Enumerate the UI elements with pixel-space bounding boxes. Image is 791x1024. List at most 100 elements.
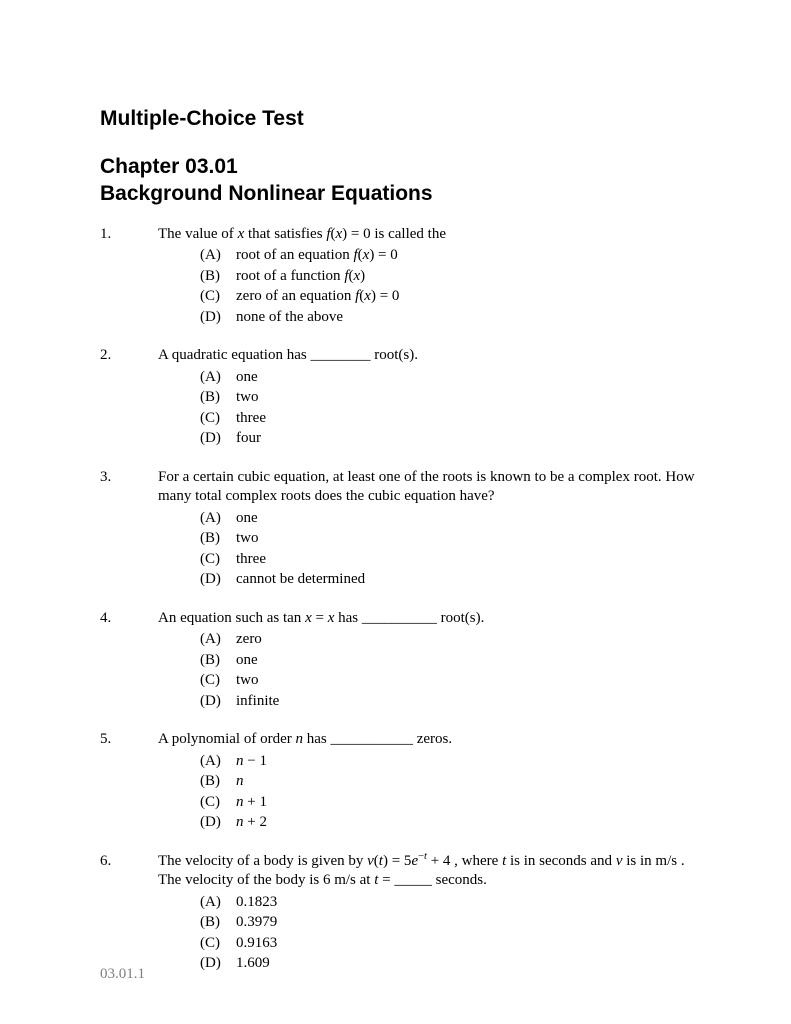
choice-label: (A) xyxy=(200,509,236,529)
choice-label: (D) xyxy=(200,954,236,974)
choice-text: three xyxy=(236,550,696,570)
choice-label: (C) xyxy=(200,793,236,813)
choice-text: one xyxy=(236,509,696,529)
choice-text: root of a function f(x) xyxy=(236,267,696,287)
choice: (D)four xyxy=(200,429,696,449)
question-body: The value of x that satisfies f(x) = 0 i… xyxy=(158,225,696,329)
choice-text: 0.3979 xyxy=(236,913,696,933)
choice: (B)one xyxy=(200,651,696,671)
question-body: A polynomial of order n has ___________ … xyxy=(158,730,696,834)
choice: (A)one xyxy=(200,509,696,529)
choice-label: (A) xyxy=(200,246,236,266)
chapter-title: Background Nonlinear Equations xyxy=(100,182,433,205)
question-text: A quadratic equation has ________ root(s… xyxy=(158,346,696,366)
choice-label: (B) xyxy=(200,772,236,792)
question: 1.The value of x that satisfies f(x) = 0… xyxy=(100,225,696,329)
choice: (A)0.1823 xyxy=(200,893,696,913)
choice-text: two xyxy=(236,671,696,691)
choice: (D)n + 2 xyxy=(200,813,696,833)
choice-text: n xyxy=(236,772,696,792)
choice: (B)0.3979 xyxy=(200,913,696,933)
choice: (B)two xyxy=(200,529,696,549)
choice-label: (D) xyxy=(200,813,236,833)
question-number: 1. xyxy=(100,225,158,329)
choice: (A)root of an equation f(x) = 0 xyxy=(200,246,696,266)
choice: (B)two xyxy=(200,388,696,408)
choice-label: (C) xyxy=(200,671,236,691)
choice-label: (B) xyxy=(200,913,236,933)
choice: (D)none of the above xyxy=(200,308,696,328)
choice: (C)three xyxy=(200,409,696,429)
question-body: The velocity of a body is given by v(t) … xyxy=(158,852,696,975)
choice: (C)three xyxy=(200,550,696,570)
choice-text: cannot be determined xyxy=(236,570,696,590)
question: 3.For a certain cubic equation, at least… xyxy=(100,468,696,591)
question: 5.A polynomial of order n has __________… xyxy=(100,730,696,834)
question: 6.The velocity of a body is given by v(t… xyxy=(100,852,696,975)
choices: (A)n − 1(B)n(C)n + 1(D)n + 2 xyxy=(158,752,696,833)
choice-text: n − 1 xyxy=(236,752,696,772)
question-body: A quadratic equation has ________ root(s… xyxy=(158,346,696,450)
question-number: 2. xyxy=(100,346,158,450)
choice-label: (D) xyxy=(200,429,236,449)
question-number: 6. xyxy=(100,852,158,975)
choice-text: n + 1 xyxy=(236,793,696,813)
choice: (D)cannot be determined xyxy=(200,570,696,590)
question-text: The velocity of a body is given by v(t) … xyxy=(158,852,696,891)
choices: (A)one(B)two(C)three(D)four xyxy=(158,368,696,449)
question-text: The value of x that satisfies f(x) = 0 i… xyxy=(158,225,696,245)
choice-text: zero xyxy=(236,630,696,650)
chapter-number: Chapter 03.01 xyxy=(100,155,238,178)
choice-text: two xyxy=(236,529,696,549)
choice-label: (A) xyxy=(200,893,236,913)
question: 2.A quadratic equation has ________ root… xyxy=(100,346,696,450)
choice: (C)0.9163 xyxy=(200,934,696,954)
choice-text: 1.609 xyxy=(236,954,696,974)
choice-label: (A) xyxy=(200,368,236,388)
question-body: For a certain cubic equation, at least o… xyxy=(158,468,696,591)
choice-text: one xyxy=(236,651,696,671)
question-number: 3. xyxy=(100,468,158,591)
doc-title-1: Multiple-Choice Test xyxy=(100,105,696,132)
choice-label: (C) xyxy=(200,409,236,429)
choice-label: (C) xyxy=(200,934,236,954)
choices: (A)one(B)two(C)three(D)cannot be determi… xyxy=(158,509,696,590)
choice-label: (A) xyxy=(200,752,236,772)
choice-text: infinite xyxy=(236,692,696,712)
choice-label: (B) xyxy=(200,529,236,549)
choice-text: three xyxy=(236,409,696,429)
question: 4.An equation such as tan x = x has ____… xyxy=(100,609,696,713)
choice-text: n + 2 xyxy=(236,813,696,833)
choice: (C)zero of an equation f(x) = 0 xyxy=(200,287,696,307)
question-number: 4. xyxy=(100,609,158,713)
choice-text: 0.9163 xyxy=(236,934,696,954)
choice-text: one xyxy=(236,368,696,388)
question-text: An equation such as tan x = x has ______… xyxy=(158,609,696,629)
choice-label: (D) xyxy=(200,692,236,712)
choice-label: (D) xyxy=(200,308,236,328)
choice: (A)one xyxy=(200,368,696,388)
page-footer: 03.01.1 xyxy=(100,965,145,985)
doc-title-2: Chapter 03.01 Background Nonlinear Equat… xyxy=(100,154,696,207)
choice-label: (C) xyxy=(200,287,236,307)
choice-text: 0.1823 xyxy=(236,893,696,913)
choice: (A)n − 1 xyxy=(200,752,696,772)
choice-label: (B) xyxy=(200,267,236,287)
choice-label: (D) xyxy=(200,570,236,590)
choice: (C)two xyxy=(200,671,696,691)
choice-label: (B) xyxy=(200,388,236,408)
choice: (D)infinite xyxy=(200,692,696,712)
question-text: A polynomial of order n has ___________ … xyxy=(158,730,696,750)
choice-label: (C) xyxy=(200,550,236,570)
choice: (D)1.609 xyxy=(200,954,696,974)
choices: (A)0.1823(B)0.3979(C)0.9163(D)1.609 xyxy=(158,893,696,974)
choice: (A)zero xyxy=(200,630,696,650)
question-number: 5. xyxy=(100,730,158,834)
choice-text: none of the above xyxy=(236,308,696,328)
choice-text: four xyxy=(236,429,696,449)
choices: (A)root of an equation f(x) = 0(B)root o… xyxy=(158,246,696,327)
choice-label: (A) xyxy=(200,630,236,650)
choice: (B)root of a function f(x) xyxy=(200,267,696,287)
choice-label: (B) xyxy=(200,651,236,671)
choice-text: two xyxy=(236,388,696,408)
